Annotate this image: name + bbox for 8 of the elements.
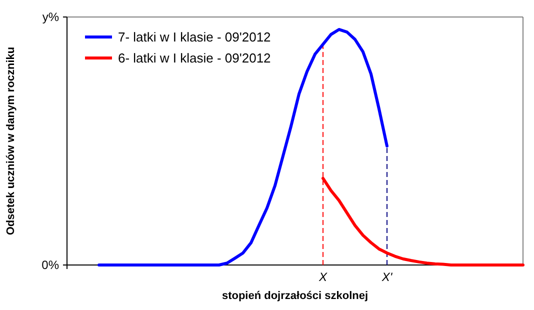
text: 0% — [42, 258, 60, 272]
text: y% — [42, 10, 60, 24]
x-axis-title: stopień dojrzałości szkolnej — [222, 290, 368, 302]
y-axis-title: Odsetek uczniów w danym roczniku — [5, 46, 17, 236]
x-tick-label: X — [318, 270, 328, 284]
legend-label: 7- latki w I klasie - 09'2012 — [118, 30, 271, 45]
legend-label: 6- latki w I klasie - 09'2012 — [118, 50, 271, 66]
x-tick-label: X' — [380, 270, 393, 284]
